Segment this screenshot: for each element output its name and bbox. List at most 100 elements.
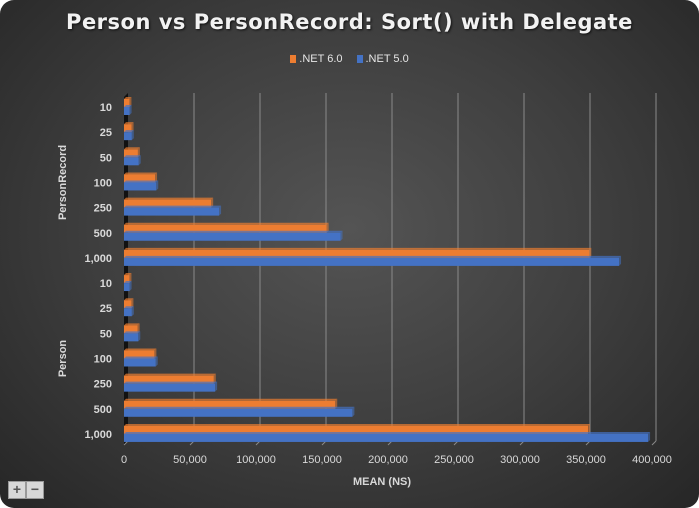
bar-net5 (124, 333, 139, 342)
bar-top (124, 423, 591, 426)
bar-net6 (124, 325, 138, 334)
bar-top (124, 247, 592, 250)
zoom-in-button[interactable]: + (8, 481, 26, 499)
bar-top (124, 398, 338, 401)
bar-net6 (124, 124, 132, 133)
bar-side (137, 323, 140, 334)
bar-top (124, 155, 141, 158)
bar-side (340, 230, 343, 241)
bar-net6 (124, 99, 130, 107)
bar-side (619, 255, 622, 266)
bar-net6 (124, 425, 589, 434)
bar-side (155, 172, 158, 183)
x-tick-label: 400,000 (632, 454, 672, 466)
x-axis-title: MEAN (NS) (353, 476, 411, 488)
bar-side (335, 398, 338, 409)
tick-mark (651, 440, 657, 446)
bar-top (124, 373, 216, 376)
bar-net5 (124, 107, 130, 115)
bar-net5 (124, 283, 130, 292)
bar-net5 (124, 182, 157, 191)
bar-net6 (124, 275, 130, 284)
y-tick-label: 25 (100, 303, 112, 315)
y-tick-label: 25 (100, 127, 112, 139)
y-tick-label: 100 (94, 354, 112, 366)
bar-side (352, 406, 355, 417)
x-tick-label: 350,000 (566, 454, 606, 466)
bar-top (124, 323, 140, 326)
axis-wall (124, 93, 128, 445)
bar-side (213, 373, 216, 384)
bar-top (124, 222, 329, 225)
group-label: PersonRecord (57, 145, 69, 220)
bar-top (124, 255, 622, 258)
bar-top (124, 122, 134, 125)
bar-side (211, 197, 214, 208)
bar-side (129, 105, 132, 115)
y-tick-label: 250 (94, 379, 112, 391)
bar-net5 (124, 232, 341, 241)
x-tick-label: 300,000 (500, 454, 540, 466)
bar-net6 (124, 375, 214, 384)
bar-side (326, 222, 329, 233)
bar-top (124, 381, 218, 384)
x-tick-label: 50,000 (173, 454, 207, 466)
bar-top (124, 406, 355, 409)
bar-net5 (124, 207, 220, 216)
x-tick-label: 250,000 (434, 454, 474, 466)
bar-net5 (124, 308, 132, 317)
bar-top (124, 331, 141, 334)
bar-side (131, 130, 134, 141)
bar-net6 (124, 350, 155, 359)
x-tick-label: 200,000 (368, 454, 408, 466)
bar-net6 (124, 224, 327, 233)
x-tick-label: 100,000 (236, 454, 276, 466)
bar-net5 (124, 408, 353, 417)
bar-side (215, 381, 218, 392)
bar-side (588, 423, 591, 434)
legend: .NET 6.0 .NET 5.0 (0, 53, 699, 65)
bar-top (124, 180, 159, 183)
chart-title: Person vs PersonRecord: Sort() with Dele… (66, 10, 633, 34)
legend-swatch (356, 55, 363, 63)
bar-net6 (124, 300, 132, 309)
y-tick-label: 250 (94, 203, 112, 215)
bar-side (155, 356, 158, 367)
bar-top (124, 273, 132, 276)
bar-net6 (124, 174, 156, 183)
bar-top (124, 281, 132, 284)
legend-label: .NET 5.0 (365, 53, 409, 65)
bar-net5 (124, 358, 156, 367)
bar-side (129, 97, 132, 107)
y-tick-label: 1,000 (84, 253, 112, 265)
bar-top (124, 356, 158, 359)
y-tick-label: 10 (100, 278, 112, 290)
bar-net5 (124, 132, 132, 141)
bar-top (124, 105, 132, 107)
bar-top (124, 230, 343, 233)
bar-side (129, 273, 132, 284)
bar-side (154, 348, 157, 359)
bar-net5 (124, 383, 216, 392)
zoom-out-button[interactable]: − (26, 481, 44, 499)
bar-net6 (124, 400, 336, 409)
bar-side (129, 281, 132, 292)
bar-top (124, 298, 134, 301)
bar-side (648, 431, 651, 442)
legend-label: .NET 6.0 (299, 53, 343, 65)
bar-side (131, 298, 134, 309)
bar-side (219, 205, 222, 216)
bar-top (124, 205, 222, 208)
bar-side (138, 331, 141, 342)
x-tick-label: 150,000 (302, 454, 342, 466)
y-tick-label: 500 (94, 404, 112, 416)
y-tick-label: 100 (94, 177, 112, 189)
bar-net5 (124, 157, 139, 166)
bar-side (131, 122, 134, 133)
y-tick-label: 10 (100, 102, 112, 114)
bar-side (137, 147, 140, 158)
bar-top (124, 431, 651, 434)
bar-top (124, 348, 157, 351)
